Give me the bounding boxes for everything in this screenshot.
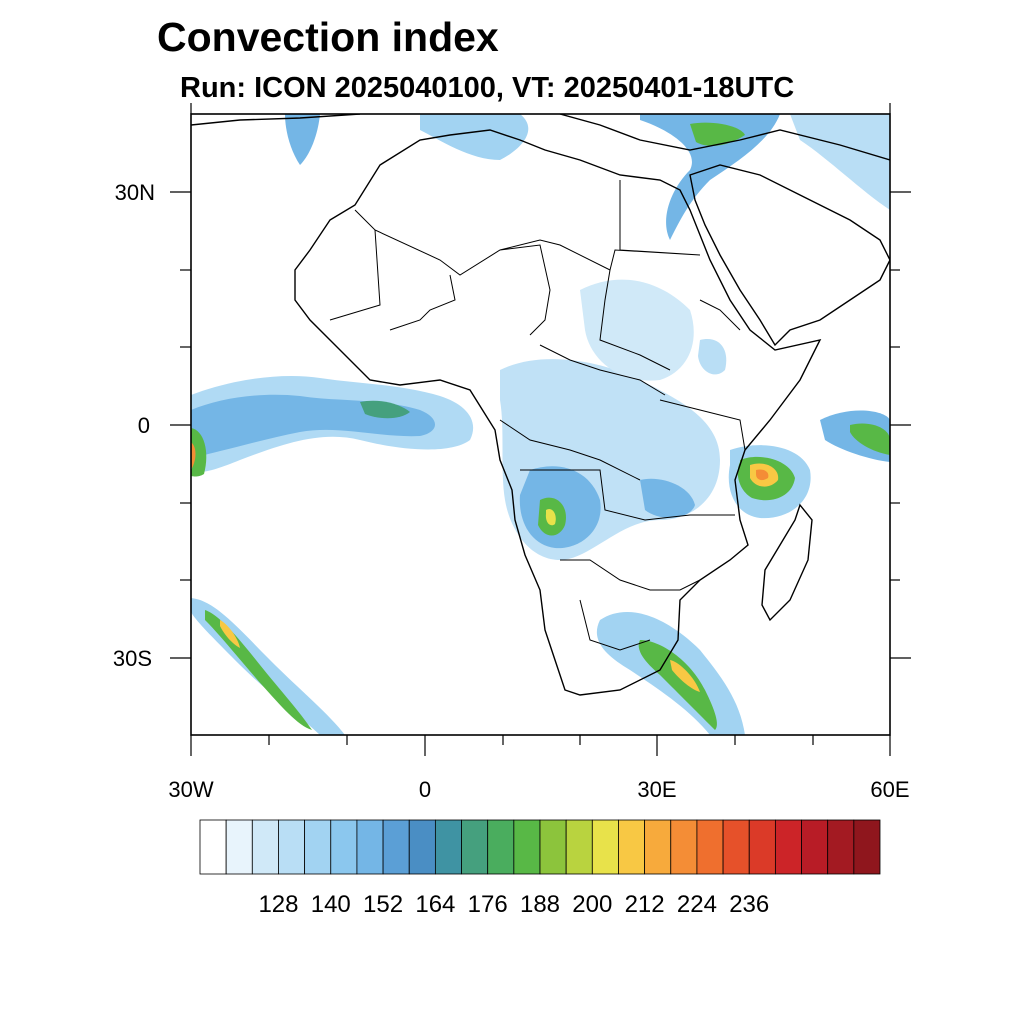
colorbar-label: 176 bbox=[468, 891, 508, 918]
chart-subtitle: Run: ICON 2025040100, VT: 20250401-18UTC bbox=[180, 72, 795, 104]
colorbar-swatch bbox=[774, 819, 802, 875]
convection-band-sahel bbox=[580, 279, 694, 381]
convection-green-atlantic bbox=[360, 400, 410, 419]
colorbar-swatch bbox=[827, 819, 855, 875]
colorbar-swatch bbox=[461, 819, 489, 875]
convection-orange-southeast bbox=[670, 660, 700, 692]
arabia-coastline bbox=[689, 164, 890, 347]
lon-label-0: 0 bbox=[419, 777, 431, 802]
europe-coastline bbox=[191, 114, 890, 161]
convection-band-iran bbox=[790, 114, 890, 210]
colorbar-label: 152 bbox=[363, 891, 403, 918]
lon-label-30e: 30E bbox=[637, 777, 676, 802]
colorbar-swatch bbox=[748, 819, 776, 875]
colorbar-swatch bbox=[199, 819, 227, 875]
colorbar-swatch bbox=[251, 819, 279, 875]
colorbar-swatch bbox=[278, 819, 306, 875]
convection-west-edge-ring bbox=[191, 428, 207, 477]
colorbar-label: 140 bbox=[311, 891, 351, 918]
colorbar-label: 188 bbox=[520, 891, 560, 918]
colorbar-swatch bbox=[722, 819, 750, 875]
colorbar-swatch bbox=[801, 819, 829, 875]
colorbar-label: 224 bbox=[677, 891, 717, 918]
convection-green-indian-ocean bbox=[850, 423, 890, 455]
colorbar-swatch bbox=[513, 819, 541, 875]
colorbar-label: 212 bbox=[625, 891, 665, 918]
lon-label-30w: 30W bbox=[168, 777, 213, 802]
convection-red-tanzania bbox=[756, 469, 769, 481]
colorbar-swatch bbox=[330, 819, 358, 875]
colorbar-swatch bbox=[539, 819, 567, 875]
colorbar-labels: 128 140 152 164 176 188 200 212 224 236 bbox=[258, 891, 769, 918]
convection-green-south-atlantic bbox=[205, 610, 312, 730]
colorbar-label: 200 bbox=[572, 891, 612, 918]
lat-label-30s: 30S bbox=[113, 646, 152, 671]
colorbar-swatch bbox=[618, 819, 646, 875]
madagascar-coastline bbox=[761, 503, 813, 622]
colorbar-swatch bbox=[591, 819, 619, 875]
colorbar-swatch bbox=[408, 819, 436, 875]
lat-label-30n: 30N bbox=[115, 180, 155, 205]
country-borders bbox=[329, 180, 746, 651]
colorbar-swatch bbox=[487, 819, 515, 875]
convection-band-mediterranean bbox=[420, 114, 529, 160]
colorbar-swatch bbox=[304, 819, 332, 875]
chart-title: Convection index bbox=[157, 14, 499, 60]
colorbar-swatch bbox=[356, 819, 384, 875]
colorbar-swatch bbox=[853, 819, 881, 875]
convection-field bbox=[191, 114, 890, 735]
colorbar-swatch bbox=[565, 819, 593, 875]
colorbar bbox=[199, 819, 881, 875]
convection-band-ethiopia bbox=[698, 339, 727, 375]
lat-label-0: 0 bbox=[138, 413, 150, 438]
colorbar-swatch bbox=[434, 819, 462, 875]
convection-orange-south-atlantic bbox=[220, 620, 240, 648]
convection-band-northwest bbox=[285, 114, 320, 165]
colorbar-swatch bbox=[670, 819, 698, 875]
colorbar-swatch bbox=[225, 819, 253, 875]
border-lines bbox=[329, 180, 746, 651]
convection-yellow-congo bbox=[545, 508, 556, 526]
colorbar-label: 236 bbox=[729, 891, 769, 918]
convection-band-levant bbox=[640, 114, 780, 240]
convection-east-lakes bbox=[640, 478, 695, 518]
colorbar-swatch bbox=[644, 819, 672, 875]
convection-green-southeast bbox=[638, 640, 717, 730]
colorbar-label: 164 bbox=[415, 891, 455, 918]
convection-green-levant bbox=[690, 122, 745, 146]
axis-ticks bbox=[170, 103, 911, 756]
colorbar-swatch bbox=[382, 819, 410, 875]
lon-label-60e: 60E bbox=[870, 777, 909, 802]
colorbar-label: 128 bbox=[258, 891, 298, 918]
colorbar-swatch bbox=[696, 819, 724, 875]
